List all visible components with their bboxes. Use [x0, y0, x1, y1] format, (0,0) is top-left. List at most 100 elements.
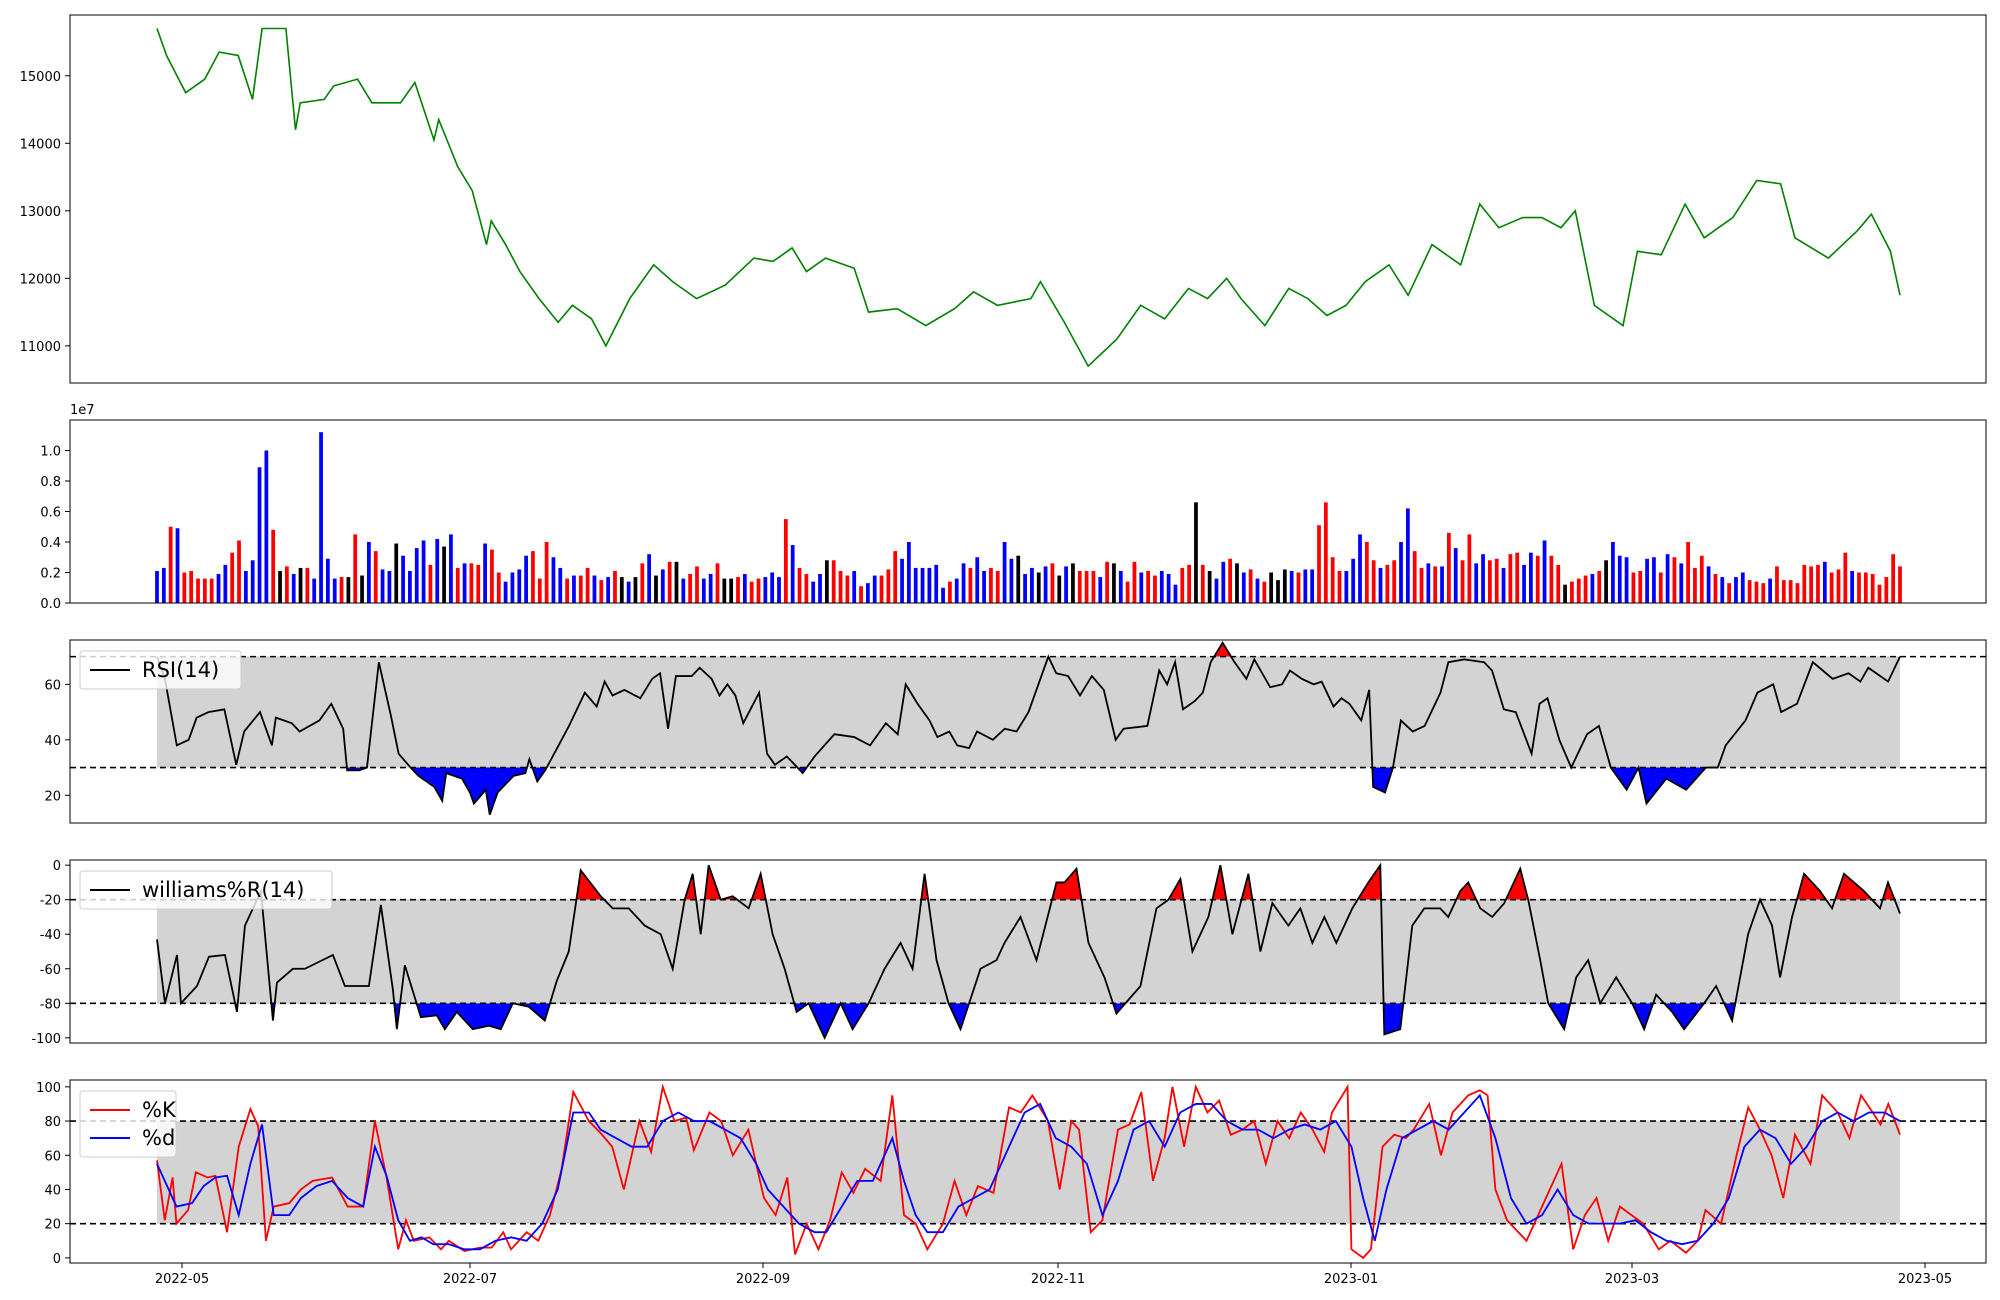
volume-bar — [1768, 578, 1773, 603]
volume-bar — [1030, 567, 1034, 603]
volume-bar — [1173, 584, 1178, 603]
stochastic-series-d-line — [156, 1093, 1901, 1251]
stochastic-ytick-label: 20 — [44, 1218, 61, 1233]
volume-bar — [1166, 574, 1171, 603]
volume-bar — [332, 578, 337, 603]
volume-bar — [1693, 567, 1697, 603]
volume-bar — [1781, 580, 1786, 604]
volume-bar — [1228, 558, 1233, 603]
volume-bar — [995, 570, 1000, 603]
volume-bar — [155, 570, 159, 603]
date-tick-label: 2023-03 — [1605, 1272, 1659, 1287]
volume-bar — [230, 552, 235, 603]
williams-line — [156, 862, 1901, 1040]
williams-ytick-label: -40 — [40, 928, 61, 943]
volume-bar — [271, 529, 276, 603]
rsi-panel: 20 40 60 RSI(14) — [44, 639, 1987, 824]
volume-bar — [1590, 574, 1595, 603]
volume-bar — [1269, 572, 1274, 603]
volume-bar — [237, 540, 241, 603]
price-ytick-label: 13000 — [20, 205, 61, 220]
volume-bar — [367, 542, 371, 603]
volume-bar — [1898, 566, 1902, 603]
volume-bar — [1241, 572, 1246, 603]
volume-bar — [1494, 558, 1499, 603]
volume-bar — [1788, 580, 1793, 604]
volume-bar — [298, 567, 303, 603]
volume-bar — [1289, 570, 1294, 603]
stochastic-ytick-label: 60 — [44, 1149, 61, 1164]
volume-bar — [1672, 557, 1677, 603]
volume-bar — [1481, 554, 1485, 603]
volume-bar — [517, 569, 522, 603]
volume-bar — [824, 560, 829, 603]
volume-bar — [989, 567, 993, 603]
volume-bar — [387, 570, 392, 603]
stochastic-frame — [69, 1079, 1987, 1264]
stochastic-ytick-label: 40 — [44, 1183, 61, 1198]
volume-bar — [1023, 574, 1027, 603]
volume-bar — [565, 578, 569, 603]
volume-bar — [1686, 542, 1690, 603]
volume-bar — [654, 575, 658, 603]
volume-bar — [442, 546, 446, 603]
volume-ytick-label: 0.6 — [40, 506, 61, 521]
volume-bar — [1317, 525, 1321, 603]
volume-bar — [1556, 564, 1561, 604]
volume-bar — [1583, 575, 1588, 603]
volume-bar — [790, 545, 795, 603]
price-ytick-label: 11000 — [20, 340, 61, 355]
volume-bar — [1761, 583, 1766, 603]
volume-bar — [1857, 572, 1861, 603]
date-tick-label: 2023-05 — [1898, 1272, 1952, 1287]
volume-bar — [927, 567, 932, 603]
volume-bar — [1446, 532, 1451, 603]
volume-bar — [941, 587, 945, 603]
volume-bar — [1426, 563, 1431, 603]
volume-bar — [1146, 570, 1150, 603]
volume-bar — [1631, 572, 1636, 603]
volume-bar — [681, 578, 686, 603]
rsi-ytick-label: 20 — [44, 789, 61, 804]
volume-bar — [1043, 566, 1048, 603]
williams-frame — [69, 859, 1987, 1044]
volume-bar — [551, 557, 556, 603]
volume-bar — [845, 575, 850, 603]
volume-bar — [312, 578, 317, 603]
volume-bar — [708, 574, 713, 603]
volume-ytick-label: 0.0 — [40, 597, 61, 612]
volume-bar — [373, 551, 378, 603]
volume-bar — [189, 570, 194, 603]
volume-bar — [1604, 560, 1608, 603]
volume-bar — [1542, 540, 1547, 603]
williams-ytick-label: -60 — [40, 963, 61, 978]
date-tick-label: 2022-05 — [155, 1272, 209, 1287]
volume-bar — [1077, 570, 1082, 603]
volume-bar — [401, 555, 405, 603]
volume-bar — [175, 528, 180, 603]
volume-bar — [1118, 570, 1123, 603]
williams-ytick-label: -20 — [40, 894, 61, 909]
volume-bar — [1364, 542, 1369, 603]
volume-bar — [196, 578, 200, 603]
stochastic-ytick-label: 100 — [36, 1081, 61, 1096]
volume-bar — [1522, 564, 1526, 604]
volume-bar — [1829, 572, 1834, 603]
volume-bar — [695, 566, 699, 603]
volume-bar — [1207, 570, 1212, 603]
volume-bar — [1713, 574, 1718, 603]
price-line — [156, 27, 1901, 368]
volume-bar — [1091, 570, 1096, 603]
volume-bar — [1002, 542, 1007, 603]
volume-bar — [1884, 577, 1889, 603]
volume-bar — [852, 570, 857, 603]
volume-bar — [1337, 570, 1342, 603]
volume-bar — [736, 577, 740, 603]
volume-bar — [168, 526, 173, 603]
volume-bar — [1200, 564, 1205, 604]
price-ytick-label: 14000 — [20, 137, 61, 152]
date-tick-label: 2022-09 — [736, 1272, 790, 1287]
volume-bar — [1617, 555, 1622, 603]
volume-bar — [1734, 577, 1738, 603]
volume-bar — [1843, 552, 1848, 603]
